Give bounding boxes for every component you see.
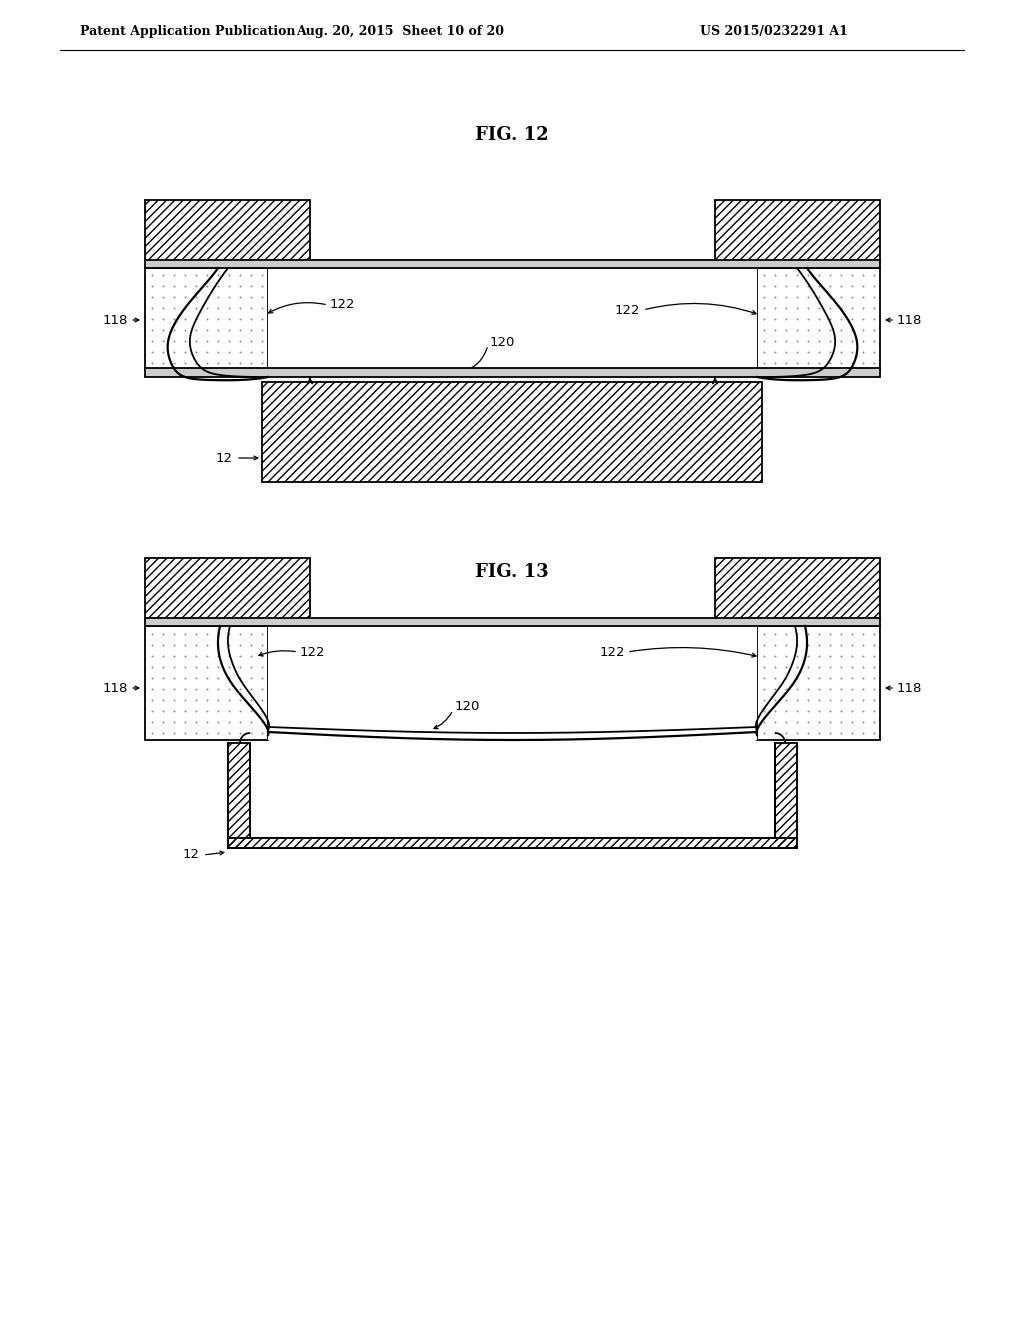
Text: 122: 122 <box>614 304 640 317</box>
Bar <box>228 743 250 847</box>
Bar <box>228 743 250 847</box>
Text: 122: 122 <box>599 645 625 659</box>
Bar <box>145 618 880 626</box>
Bar <box>268 268 757 370</box>
Bar <box>715 558 880 620</box>
Bar <box>262 381 762 482</box>
Text: 12: 12 <box>183 849 200 862</box>
Bar <box>145 201 310 261</box>
Text: Aug. 20, 2015  Sheet 10 of 20: Aug. 20, 2015 Sheet 10 of 20 <box>296 25 504 38</box>
Bar <box>775 743 797 847</box>
Text: 118: 118 <box>102 314 128 326</box>
Text: 118: 118 <box>897 314 923 326</box>
Text: 120: 120 <box>490 335 515 348</box>
Text: 122: 122 <box>300 645 326 659</box>
Bar <box>145 260 880 268</box>
Bar <box>262 381 762 482</box>
Text: FIG. 12: FIG. 12 <box>475 125 549 144</box>
Bar <box>145 201 310 261</box>
Bar <box>145 368 880 378</box>
Bar <box>775 743 797 847</box>
Text: 120: 120 <box>455 701 480 714</box>
Text: 122: 122 <box>330 298 355 312</box>
Bar <box>268 626 757 741</box>
Bar <box>715 558 880 620</box>
Bar <box>757 626 880 741</box>
Bar <box>757 268 880 370</box>
Text: 118: 118 <box>897 681 923 694</box>
Text: Patent Application Publication: Patent Application Publication <box>80 25 296 38</box>
Bar <box>715 201 880 261</box>
Bar <box>228 838 797 847</box>
Bar <box>145 268 268 370</box>
Bar <box>145 558 310 620</box>
Text: US 2015/0232291 A1: US 2015/0232291 A1 <box>700 25 848 38</box>
Text: 118: 118 <box>102 681 128 694</box>
Bar <box>228 838 797 847</box>
Bar <box>715 201 880 261</box>
Text: 12: 12 <box>216 451 233 465</box>
Text: FIG. 13: FIG. 13 <box>475 564 549 581</box>
Bar <box>145 626 268 741</box>
Bar <box>145 558 310 620</box>
